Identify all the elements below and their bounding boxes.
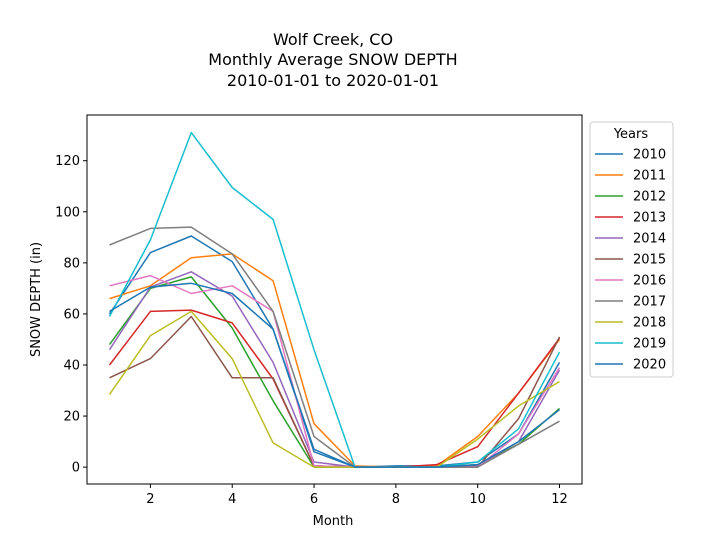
- legend-title: Years: [613, 127, 649, 142]
- legend-label-2015: 2015: [633, 253, 666, 268]
- series-line-2020: [109, 282, 560, 468]
- chart-title: Wolf Creek, CO Monthly Average SNOW DEPT…: [208, 30, 457, 90]
- y-tick-label: 40: [63, 359, 80, 374]
- series-line-2011: [109, 253, 561, 468]
- legend-label-2012: 2012: [633, 190, 666, 205]
- title-line-1: Wolf Creek, CO: [273, 30, 393, 49]
- series-line-2012: [108, 276, 560, 468]
- series-line-2010: [108, 235, 561, 468]
- y-tick-label: 60: [63, 307, 80, 322]
- legend-label-2013: 2013: [633, 211, 666, 226]
- y-axis-label: SNOW DEPTH (in): [29, 242, 44, 357]
- series-line-2017: [109, 226, 560, 468]
- series-lines: [108, 131, 561, 468]
- x-tick-label: 10: [469, 492, 486, 507]
- series-line-2018: [108, 310, 560, 468]
- y-axis-ticks: 0 20 40 60 80 100 120: [55, 154, 87, 476]
- title-line-3: 2010-01-01 to 2020-01-01: [227, 71, 439, 90]
- series-line-2016: [109, 274, 561, 468]
- legend-label-2018: 2018: [633, 316, 666, 331]
- legend: Years 2010201120122013201420152016201720…: [589, 121, 674, 378]
- x-tick-label: 8: [392, 492, 400, 507]
- legend-label-2016: 2016: [633, 274, 666, 289]
- legend-label-2020: 2020: [633, 358, 666, 373]
- legend-label-2010: 2010: [633, 148, 666, 163]
- legend-box: [589, 121, 674, 378]
- x-axis-label: Month: [313, 514, 354, 529]
- legend-label-2017: 2017: [633, 295, 666, 310]
- x-tick-label: 6: [310, 492, 318, 507]
- series-line-2019: [108, 131, 561, 468]
- series-line-2013: [108, 309, 561, 468]
- series-line-2014: [108, 271, 561, 468]
- y-tick-label: 120: [55, 154, 80, 169]
- x-axis-ticks: 2 4 6 8 10 12: [146, 484, 568, 507]
- y-tick-label: 80: [63, 256, 80, 271]
- y-tick-label: 100: [55, 205, 80, 220]
- y-tick-label: 0: [72, 461, 80, 476]
- x-tick-label: 4: [228, 492, 236, 507]
- x-tick-label: 2: [146, 492, 154, 507]
- title-line-2: Monthly Average SNOW DEPTH: [208, 50, 457, 69]
- legend-label-2011: 2011: [633, 169, 666, 184]
- x-tick-label: 12: [551, 492, 568, 507]
- legend-label-2019: 2019: [633, 337, 666, 352]
- y-tick-label: 20: [63, 410, 80, 425]
- legend-items: 2010 2011 2012 2013 2014 2015 2016 2017 2018 2019…: [595, 148, 666, 373]
- legend-label-2014: 2014: [633, 232, 666, 247]
- plot-area-frame: [86, 114, 583, 485]
